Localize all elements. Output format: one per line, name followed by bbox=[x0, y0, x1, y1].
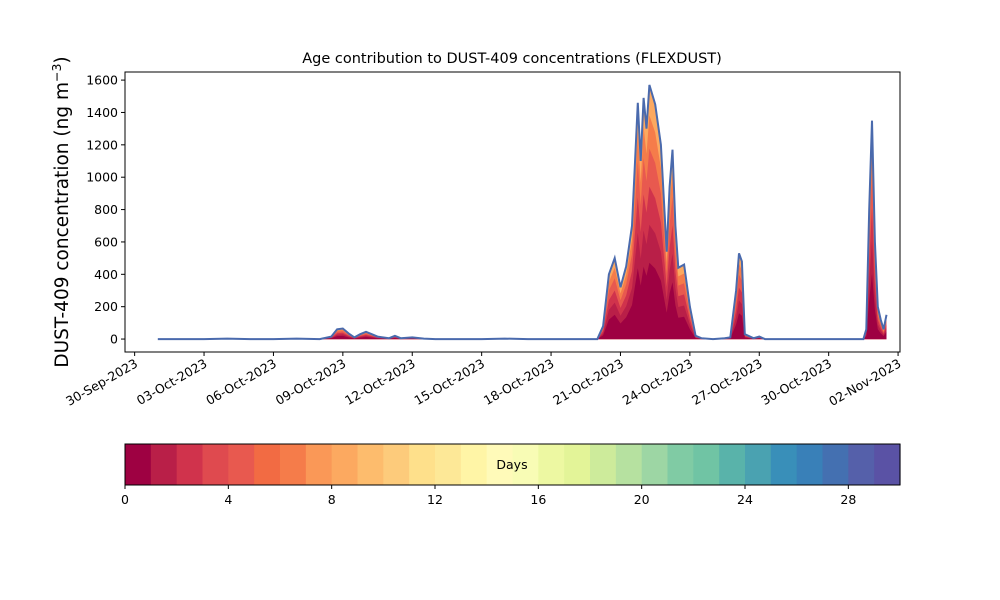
colorbar-cell bbox=[486, 444, 514, 485]
y-tick-label: 0 bbox=[110, 332, 118, 347]
colorbar-cell bbox=[254, 444, 281, 485]
colorbar-tick-label: 16 bbox=[530, 492, 546, 507]
colorbar-cell bbox=[460, 444, 488, 485]
colorbar-tick-label: 0 bbox=[121, 492, 129, 507]
x-tick-label: 21-Oct-2023 bbox=[550, 356, 626, 408]
colorbar-frame bbox=[124, 443, 901, 486]
y-tick-label: 1000 bbox=[86, 170, 118, 185]
y-axis-label-sup: −3 bbox=[49, 64, 64, 82]
plot-frame bbox=[124, 71, 901, 353]
age-layer-5 bbox=[157, 262, 887, 340]
colorbar-tick-label: 8 bbox=[328, 492, 336, 507]
x-tick-label: 18-Oct-2023 bbox=[481, 356, 557, 408]
x-tick-label: 09-Oct-2023 bbox=[273, 356, 349, 408]
y-axis: 0 200 400 600 800 1000 1200 1400 1600 bbox=[86, 73, 125, 347]
x-tick-label: 03-Oct-2023 bbox=[134, 356, 210, 408]
colorbar-ticks: 0 4 8 12 16 20 24 28 bbox=[121, 485, 856, 507]
colorbar-tick-label: 24 bbox=[737, 492, 753, 507]
colorbar-cell bbox=[796, 444, 824, 485]
age-layer-2 bbox=[157, 148, 887, 340]
colorbar-cell bbox=[615, 444, 643, 485]
colorbar-cell bbox=[150, 444, 178, 485]
y-axis-label-close: ) bbox=[52, 56, 73, 63]
colorbar-tick-label: 28 bbox=[840, 492, 856, 507]
colorbar: Days 0 4 8 12 16 20 24 28 bbox=[121, 443, 901, 507]
x-tick-label: 15-Oct-2023 bbox=[411, 356, 487, 408]
colorbar-cell bbox=[435, 444, 462, 485]
colorbar-tick-label: 4 bbox=[224, 492, 232, 507]
colorbar-cell bbox=[202, 444, 229, 485]
x-axis: 30-Sep-202303-Oct-202306-Oct-202309-Oct-… bbox=[63, 352, 904, 409]
series-line-total bbox=[157, 84, 888, 341]
age-layer-4 bbox=[157, 224, 887, 340]
x-tick-label: 06-Oct-2023 bbox=[203, 356, 279, 408]
colorbar-cell bbox=[176, 444, 204, 485]
colorbar-tick-label: 12 bbox=[427, 492, 443, 507]
y-tick-label: 1200 bbox=[86, 137, 118, 152]
age-layer-0 bbox=[157, 84, 887, 340]
colorbar-cell bbox=[848, 444, 875, 485]
colorbar-cell bbox=[693, 444, 720, 485]
plot-area: 0 200 400 600 800 1000 1200 1400 1600 30-Sep-202… bbox=[63, 71, 904, 409]
colorbar-cell bbox=[667, 444, 694, 485]
y-tick-label: 1600 bbox=[86, 73, 118, 88]
x-tick-label: 27-Oct-2023 bbox=[689, 356, 765, 408]
colorbar-cell bbox=[641, 444, 669, 485]
x-tick-label: 24-Oct-2023 bbox=[620, 356, 696, 408]
x-tick-label: 30-Sep-2023 bbox=[63, 356, 140, 409]
colorbar-cell bbox=[383, 444, 410, 485]
y-axis-label: DUST-409 concentration (ng m−3) bbox=[49, 56, 74, 367]
y-tick-label: 1400 bbox=[86, 105, 118, 120]
colorbar-cell bbox=[874, 444, 901, 485]
x-tick-label: 12-Oct-2023 bbox=[342, 356, 418, 408]
colorbar-cell bbox=[228, 444, 255, 485]
colorbar-cell bbox=[822, 444, 849, 485]
colorbar-cell bbox=[357, 444, 384, 485]
chart-title: Age contribution to DUST-409 concentrati… bbox=[302, 51, 722, 67]
age-layer-3 bbox=[157, 186, 887, 340]
x-tick-label: 02-Nov-2023 bbox=[826, 356, 903, 409]
y-tick-label: 600 bbox=[94, 234, 118, 249]
y-tick-label: 200 bbox=[94, 299, 118, 314]
age-layer-1 bbox=[157, 115, 887, 340]
x-tick-label: 30-Oct-2023 bbox=[759, 356, 835, 408]
colorbar-cell bbox=[564, 444, 591, 485]
colorbar-cell bbox=[125, 444, 152, 485]
y-axis-label-main: DUST-409 concentration (ng m bbox=[52, 82, 73, 368]
colorbar-cell bbox=[719, 444, 746, 485]
colorbar-cell bbox=[331, 444, 359, 485]
colorbar-cell bbox=[590, 444, 617, 485]
colorbar-cell bbox=[512, 444, 539, 485]
y-tick-label: 400 bbox=[94, 267, 118, 282]
colorbar-cell bbox=[305, 444, 333, 485]
colorbar-tick-label: 20 bbox=[634, 492, 650, 507]
colorbar-cell bbox=[280, 444, 307, 485]
colorbar-cell bbox=[770, 444, 798, 485]
colorbar-cell bbox=[745, 444, 772, 485]
colorbar-cell bbox=[409, 444, 436, 485]
y-tick-label: 800 bbox=[94, 202, 118, 217]
colorbar-label: Days bbox=[496, 457, 527, 472]
colorbar-cell bbox=[538, 444, 565, 485]
